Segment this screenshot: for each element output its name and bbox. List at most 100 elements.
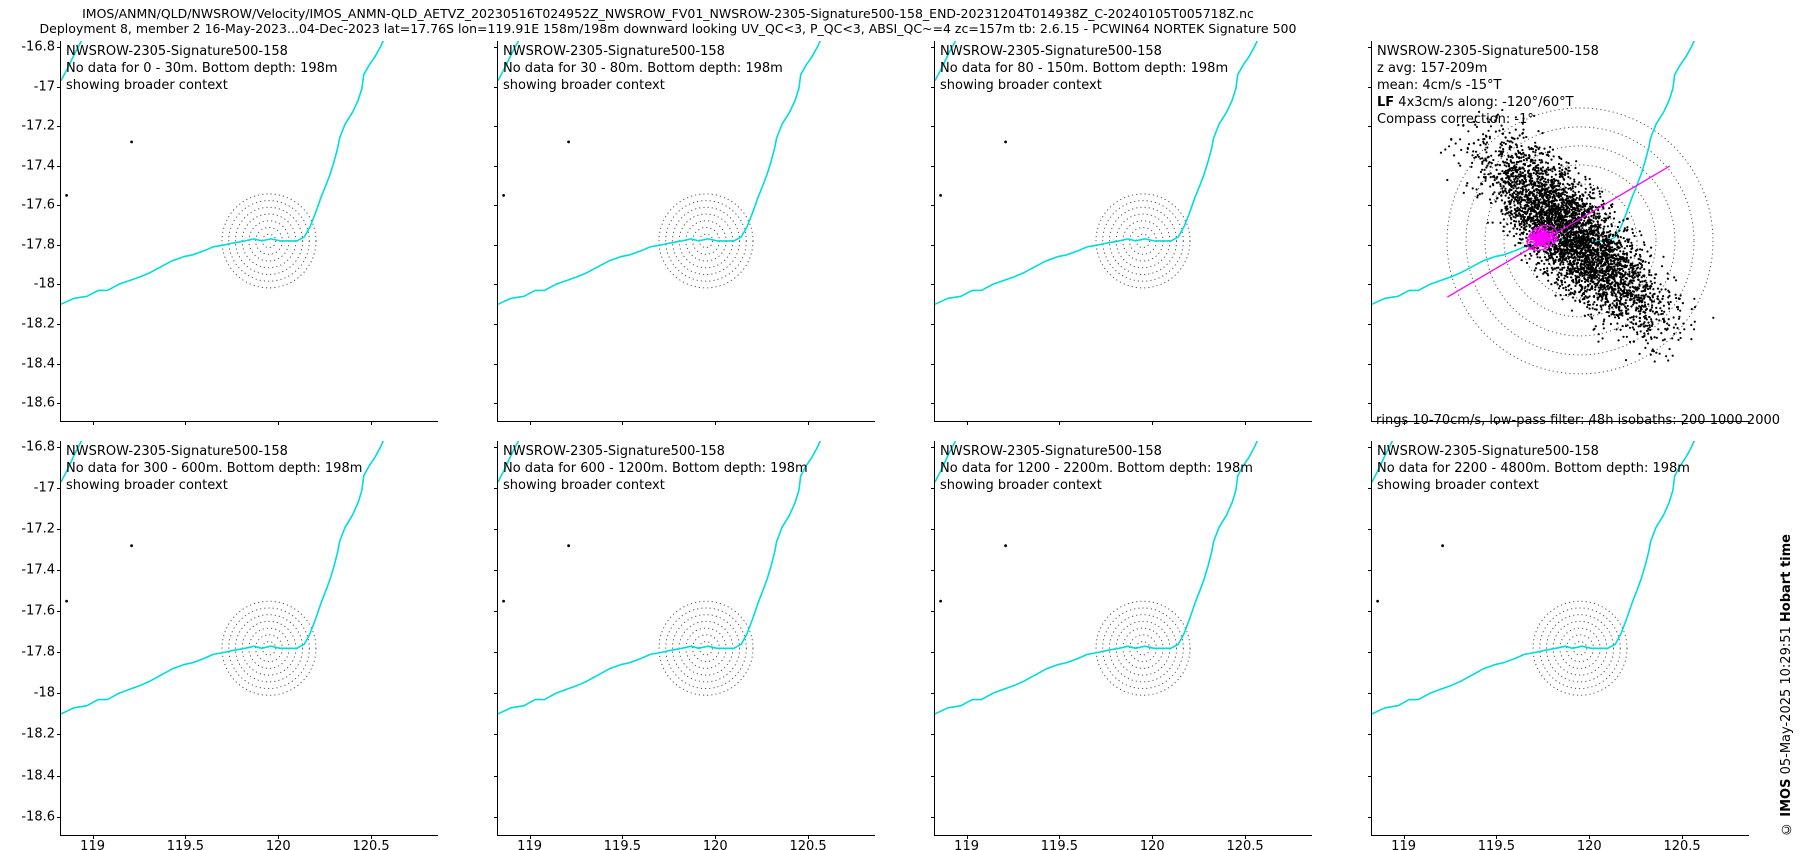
x-tick [622, 835, 624, 839]
x-tick [1682, 421, 1684, 425]
panel-title: NWSROW-2305-Signature500-158 [1377, 444, 1599, 459]
y-tick [57, 693, 61, 695]
speed-ring [1572, 641, 1588, 656]
x-tick-label: 120.5 [352, 839, 390, 850]
x-tick-label: 119.5 [1040, 839, 1078, 850]
panel-title: NWSROW-2305-Signature500-158 [66, 444, 288, 459]
x-tick-label: 120 [1139, 839, 1165, 850]
panel-title: NWSROW-2305-Signature500-158 [940, 444, 1162, 459]
y-tick [931, 363, 935, 365]
speed-ring [261, 641, 277, 656]
y-tick-label: -17.4 [21, 562, 55, 578]
figure-title-filename: IMOS/ANMN/QLD/NWSROW/Velocity/IMOS_ANMN-… [82, 6, 1254, 21]
y-tick [1368, 244, 1372, 246]
y-tick [57, 363, 61, 365]
y-tick [1368, 488, 1372, 490]
scatter-lf-text: LF 4x3cm/s along: -120°/60°T [1377, 94, 1599, 111]
y-tick [1368, 529, 1372, 531]
y-tick [1368, 775, 1372, 777]
x-tick [966, 421, 968, 425]
panel-no-data-text: No data for 2200 - 4800m. Bottom depth: … [1377, 461, 1690, 476]
y-tick [57, 816, 61, 818]
y-tick [931, 734, 935, 736]
x-tick-label: 119.5 [603, 839, 641, 850]
y-tick [494, 447, 498, 449]
scatter-compass-text: Compass correction: -1° [1377, 112, 1534, 127]
map-marker-dot [65, 599, 68, 603]
x-tick [966, 835, 968, 839]
x-tick [371, 421, 373, 425]
y-tick [494, 488, 498, 490]
y-tick [494, 816, 498, 818]
x-tick [1152, 421, 1154, 425]
x-tick [278, 421, 280, 425]
y-tick [57, 447, 61, 449]
y-tick-label: -18.6 [21, 395, 55, 411]
speed-ring [665, 200, 747, 282]
y-tick [1368, 126, 1372, 128]
y-tick-label: -17.2 [21, 521, 55, 537]
lf-velocity-cluster [1527, 227, 1559, 250]
speed-ring [658, 600, 754, 696]
y-tick [931, 611, 935, 613]
x-tick [278, 835, 280, 839]
coastline-corner-segment [61, 441, 83, 483]
map-marker-dot [130, 140, 133, 144]
speed-ring [228, 200, 310, 282]
x-tick-label: 120.5 [789, 839, 827, 850]
speed-ring [1102, 200, 1184, 282]
speed-ring [658, 193, 754, 289]
y-tick [494, 363, 498, 365]
y-tick [931, 816, 935, 818]
x-tick [529, 421, 531, 425]
y-tick [1368, 652, 1372, 654]
y-tick [494, 570, 498, 572]
y-tick [494, 529, 498, 531]
y-tick-label: -18.6 [21, 809, 55, 824]
y-tick [1368, 46, 1372, 48]
y-tick-label: -17.8 [21, 644, 55, 660]
y-tick [931, 529, 935, 531]
coastline [935, 41, 1259, 305]
x-tick [1682, 835, 1684, 839]
watermark-prefix: © [1779, 816, 1794, 836]
x-tick-label: 120 [702, 839, 728, 850]
panel-no-data-text: No data for 0 - 30m. Bottom depth: 198m [66, 61, 338, 76]
x-tick [1152, 835, 1154, 839]
speed-ring [228, 607, 310, 690]
x-tick [92, 421, 94, 425]
y-tick [57, 46, 61, 48]
y-tick [494, 775, 498, 777]
y-tick [1368, 611, 1372, 613]
x-tick-label: 119 [517, 839, 543, 850]
y-tick [931, 126, 935, 128]
speed-ring [1095, 193, 1191, 289]
x-tick [715, 421, 717, 425]
y-tick [494, 86, 498, 88]
speed-ring [1541, 202, 1619, 280]
x-tick [371, 835, 373, 839]
x-tick [1245, 421, 1247, 425]
x-tick [808, 421, 810, 425]
panel-context-text: showing broader context [503, 78, 665, 93]
y-tick [1368, 570, 1372, 572]
speed-ring [671, 206, 741, 275]
panel-title: NWSROW-2305-Signature500-158 [503, 44, 725, 59]
y-tick [57, 126, 61, 128]
y-tick [57, 611, 61, 613]
x-tick-label: 120.5 [1226, 839, 1264, 850]
figure-title-deployment: Deployment 8, member 2 16-May-2023...04-… [39, 21, 1297, 36]
coastline-corner-segment [935, 441, 957, 483]
y-tick [57, 652, 61, 654]
y-tick [57, 529, 61, 531]
coastline-corner-segment [935, 41, 957, 81]
x-tick [1403, 835, 1405, 839]
speed-ring [1503, 164, 1657, 318]
panel-no-data-text: No data for 600 - 1200m. Bottom depth: 1… [503, 461, 808, 476]
map-plot [498, 441, 822, 715]
x-tick [185, 421, 187, 425]
x-tick [1059, 835, 1061, 839]
subplot-depth-600-1200: NWSROW-2305-Signature500-158 No data for… [494, 441, 875, 850]
speed-ring [1108, 206, 1178, 275]
coastline-corner-segment [498, 41, 520, 81]
